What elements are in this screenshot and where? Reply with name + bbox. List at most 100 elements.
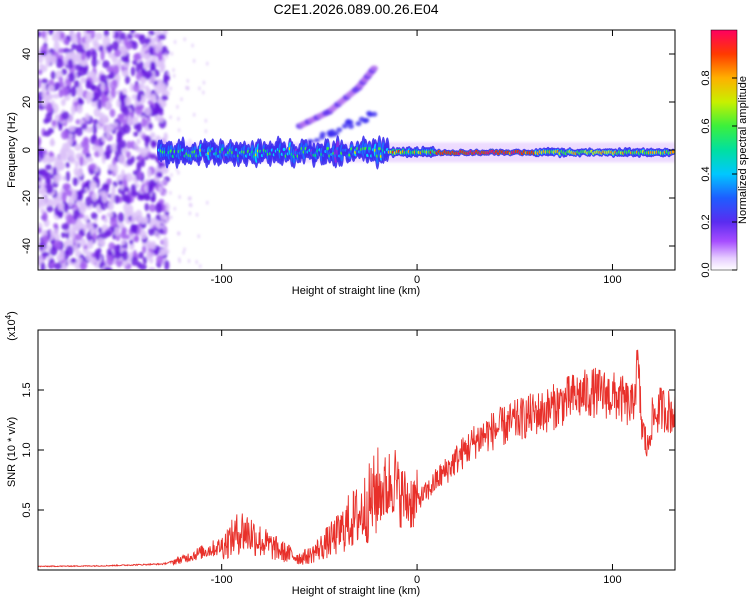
noise-blob — [68, 228, 76, 235]
noise-blob — [98, 145, 104, 157]
noise-blob — [154, 103, 161, 113]
noise-blob — [178, 194, 181, 199]
noise-blob — [164, 90, 170, 97]
noise-blob — [108, 242, 116, 250]
noise-blob — [114, 194, 120, 204]
noise-blob — [62, 175, 67, 182]
noise-blob — [202, 90, 205, 95]
noise-blob — [64, 249, 69, 261]
y-tick-label: 0 — [21, 147, 33, 153]
noise-blob — [178, 257, 181, 262]
noise-blob — [63, 202, 69, 214]
noise-blob — [42, 211, 48, 222]
noise-blob — [136, 161, 142, 168]
trail-blob — [313, 137, 320, 143]
noise-blob — [154, 36, 159, 42]
noise-blob — [101, 193, 108, 204]
noise-blob — [136, 138, 141, 145]
y-tick-label: 1.5 — [21, 382, 33, 397]
noise-blob — [77, 257, 83, 263]
noise-blob — [127, 115, 132, 126]
noise-blob — [120, 239, 126, 246]
noise-blob — [155, 202, 163, 214]
noise-blob — [104, 266, 113, 270]
noise-blob — [69, 51, 77, 59]
noise-blob — [90, 224, 95, 236]
noise-blob — [159, 248, 166, 257]
noise-blob — [57, 202, 66, 212]
noise-blob — [137, 170, 142, 180]
y-tick-label: -20 — [21, 190, 33, 206]
noise-blob — [41, 30, 46, 39]
noise-blob — [47, 127, 54, 134]
noise-blob — [73, 80, 80, 88]
noise-blob — [97, 237, 105, 246]
noise-blob — [141, 245, 147, 254]
noise-blob — [73, 209, 79, 221]
noise-blob — [48, 30, 54, 36]
noise-blob — [130, 184, 137, 194]
noise-blob — [143, 192, 151, 200]
noise-blob — [74, 233, 83, 241]
noise-blob — [41, 78, 48, 84]
trail-blob — [370, 65, 379, 72]
noise-blob — [111, 143, 118, 152]
noise-blob — [204, 129, 208, 134]
noise-blob — [79, 156, 84, 167]
noise-blob — [131, 215, 136, 224]
noise-blob — [132, 83, 140, 93]
noise-blob — [139, 34, 146, 45]
noise-blob — [39, 168, 47, 177]
noise-blob — [80, 77, 87, 84]
colorbar-tick-label: 0.0 — [700, 262, 712, 277]
noise-blob — [72, 177, 79, 187]
noise-blob — [177, 116, 180, 121]
noise-blob — [138, 251, 144, 259]
noise-blob — [164, 216, 167, 221]
noise-blob — [95, 32, 103, 40]
noise-blob — [110, 194, 115, 204]
noise-blob — [143, 184, 148, 192]
noise-blob — [159, 66, 165, 73]
noise-blob — [70, 33, 78, 44]
trail-blob — [363, 117, 370, 123]
noise-blob — [139, 76, 146, 83]
spectrogram-xlabel: Height of straight line (km) — [292, 285, 420, 297]
noise-blob — [130, 30, 135, 34]
noise-blob — [67, 58, 74, 70]
noise-blob — [140, 218, 146, 225]
band-blob — [368, 146, 371, 151]
noise-blob — [46, 205, 54, 213]
noise-blob — [141, 117, 147, 128]
noise-blob — [119, 102, 126, 113]
noise-blob — [101, 134, 106, 142]
y-tick-label: 1.0 — [21, 442, 33, 457]
noise-blob — [85, 250, 94, 262]
noise-blob — [70, 104, 76, 116]
noise-blob — [38, 53, 44, 64]
x-tick-label: 0 — [414, 574, 420, 586]
noise-blob — [112, 64, 120, 75]
x-tick-label: 100 — [603, 574, 621, 586]
noise-blob — [146, 60, 152, 69]
noise-blob — [102, 60, 110, 69]
trail-blob — [344, 120, 351, 126]
noise-blob — [150, 93, 157, 103]
noise-blob — [62, 47, 71, 54]
noise-blob — [39, 50, 48, 56]
noise-blob — [106, 178, 112, 185]
y-tick-label: 0.5 — [21, 502, 33, 517]
noise-blob — [65, 170, 71, 182]
noise-blob — [137, 194, 145, 201]
noise-blob — [131, 256, 139, 267]
noise-blob — [52, 93, 60, 99]
colorbar-ticks: 0.0 0.2 0.4 0.6 0.8 — [700, 70, 737, 278]
noise-blob — [148, 266, 156, 270]
noise-blob — [106, 254, 114, 266]
noise-blob — [68, 133, 73, 139]
noise-blob — [104, 151, 111, 160]
noise-blob — [204, 118, 208, 123]
noise-blob — [80, 51, 86, 61]
noise-blob — [106, 248, 112, 256]
